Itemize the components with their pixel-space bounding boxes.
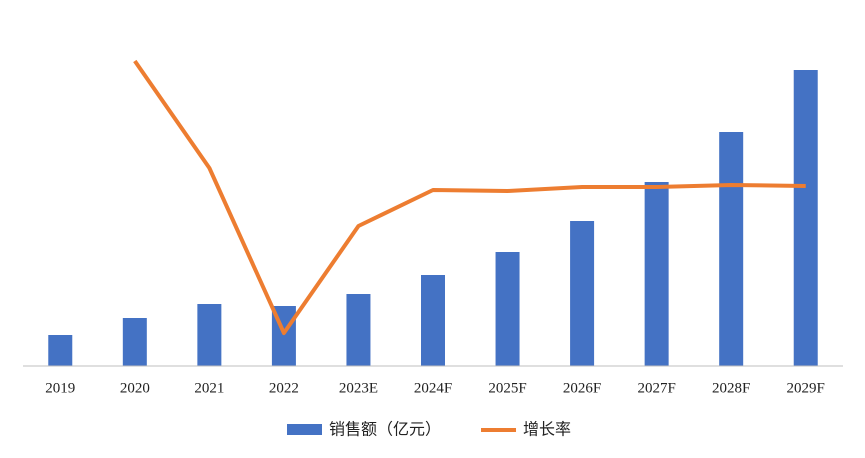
bar [570,221,595,366]
bar [48,335,73,366]
x-tick-label: 2025F [488,380,526,396]
bar [346,294,371,366]
x-tick-label: 2021 [194,380,224,396]
bar [421,275,445,366]
x-tick-label: 2028F [712,380,750,396]
bar [197,304,222,366]
legend-label: 销售额（亿元） [329,420,441,439]
bar [719,132,744,366]
x-tick-label: 2027F [637,380,675,396]
bar [495,252,520,366]
bar [793,70,818,366]
x-tick-label: 2024F [414,380,452,396]
bar [644,182,669,366]
x-tick-label: 2022 [269,380,299,396]
x-tick-label: 2023E [339,380,378,396]
line [133,59,806,335]
legend-swatch [287,424,322,435]
bar [122,318,147,366]
legend-label: 增长率 [523,420,571,439]
x-tick-label: 2029F [787,380,825,396]
x-tick-label: 2019 [45,380,75,396]
x-tick-label: 2026F [563,380,601,396]
x-tick-label: 2020 [120,380,150,396]
